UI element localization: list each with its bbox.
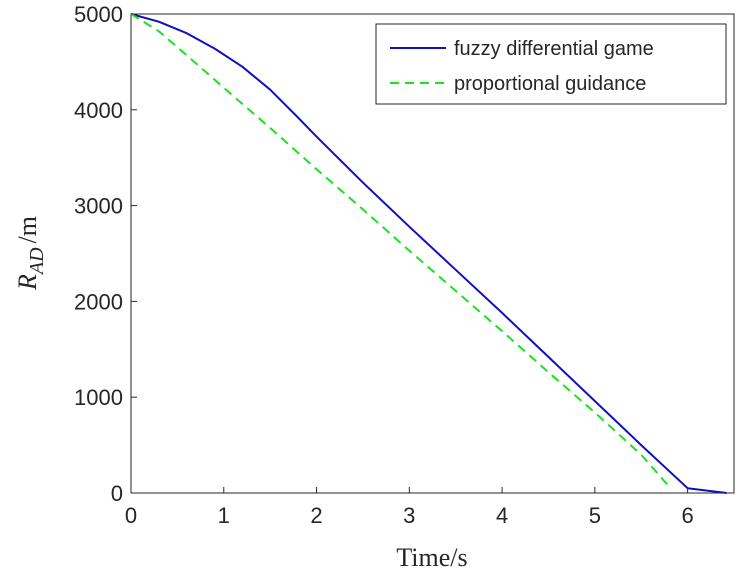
y-tick-label: 2000	[74, 289, 123, 314]
tick-layer: 0 1 2 3 4 5 6 0 1000 2000 3000 4000 5000	[74, 2, 694, 528]
y-tick-label: 1000	[74, 385, 123, 410]
y-tick-label: 0	[111, 481, 123, 506]
y-axis-label-main: R	[13, 274, 42, 291]
x-tick-label: 3	[403, 503, 415, 528]
x-tick-label: 2	[310, 503, 322, 528]
x-tick-label: 6	[681, 503, 693, 528]
x-tick-label: 4	[496, 503, 508, 528]
y-tick-label: 4000	[74, 98, 123, 123]
y-axis-label-subscript: AD	[26, 247, 48, 276]
series-layer	[130, 13, 727, 494]
y-axis-label: RAD/m	[13, 216, 48, 291]
legend-label-proportional-guidance: proportional guidance	[454, 73, 646, 95]
series-line-fuzzy-differential-game	[130, 13, 727, 494]
series-line-proportional-guidance	[130, 13, 668, 486]
x-axis-label: Time/s	[396, 543, 467, 572]
x-tick-label: 1	[218, 503, 230, 528]
legend-box	[375, 23, 727, 105]
y-tick-label: 3000	[74, 194, 123, 219]
x-tick-label: 5	[589, 503, 601, 528]
legend: fuzzy differential game proportional gui…	[375, 23, 727, 105]
y-tick-label: 5000	[74, 2, 123, 27]
x-tick-label: 0	[125, 503, 137, 528]
legend-label-fuzzy-differential-game: fuzzy differential game	[454, 38, 654, 60]
y-axis-label-unit: /m	[13, 216, 42, 243]
